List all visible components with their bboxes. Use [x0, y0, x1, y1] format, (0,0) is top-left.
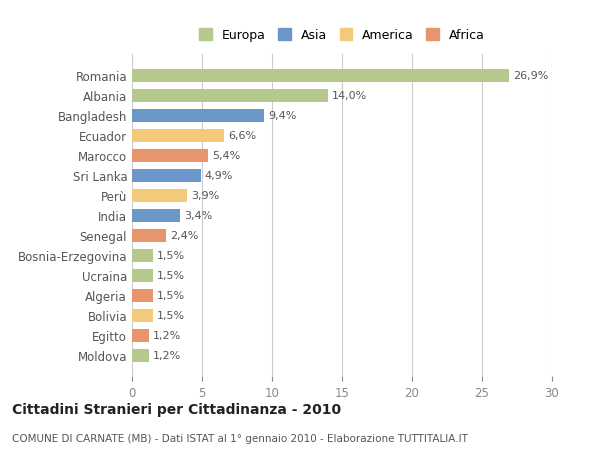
Bar [132, 189, 187, 202]
Bar [132, 269, 153, 282]
Legend: Europa, Asia, America, Africa: Europa, Asia, America, Africa [199, 29, 485, 42]
Text: 1,2%: 1,2% [153, 330, 181, 340]
Text: 1,5%: 1,5% [157, 270, 185, 280]
Text: 1,5%: 1,5% [157, 251, 185, 261]
Bar [132, 90, 328, 102]
Bar [132, 229, 166, 242]
Bar [132, 349, 149, 362]
Text: 9,4%: 9,4% [268, 111, 296, 121]
Text: Cittadini Stranieri per Cittadinanza - 2010: Cittadini Stranieri per Cittadinanza - 2… [12, 402, 341, 416]
Bar [132, 169, 200, 182]
Bar [132, 289, 153, 302]
Text: 1,5%: 1,5% [157, 310, 185, 320]
Bar [132, 329, 149, 342]
Bar [132, 150, 208, 162]
Text: 5,4%: 5,4% [212, 151, 240, 161]
Text: 14,0%: 14,0% [332, 91, 367, 101]
Bar [132, 249, 153, 262]
Text: 1,5%: 1,5% [157, 291, 185, 301]
Text: 3,9%: 3,9% [191, 191, 219, 201]
Text: 3,4%: 3,4% [184, 211, 212, 221]
Text: COMUNE DI CARNATE (MB) - Dati ISTAT al 1° gennaio 2010 - Elaborazione TUTTITALIA: COMUNE DI CARNATE (MB) - Dati ISTAT al 1… [12, 433, 468, 442]
Text: 26,9%: 26,9% [513, 71, 548, 81]
Bar [132, 110, 263, 123]
Text: 4,9%: 4,9% [205, 171, 233, 181]
Bar [132, 309, 153, 322]
Bar [132, 209, 179, 222]
Text: 2,4%: 2,4% [170, 231, 198, 241]
Bar [132, 129, 224, 142]
Bar [132, 70, 509, 83]
Text: 6,6%: 6,6% [229, 131, 257, 141]
Text: 1,2%: 1,2% [153, 350, 181, 360]
